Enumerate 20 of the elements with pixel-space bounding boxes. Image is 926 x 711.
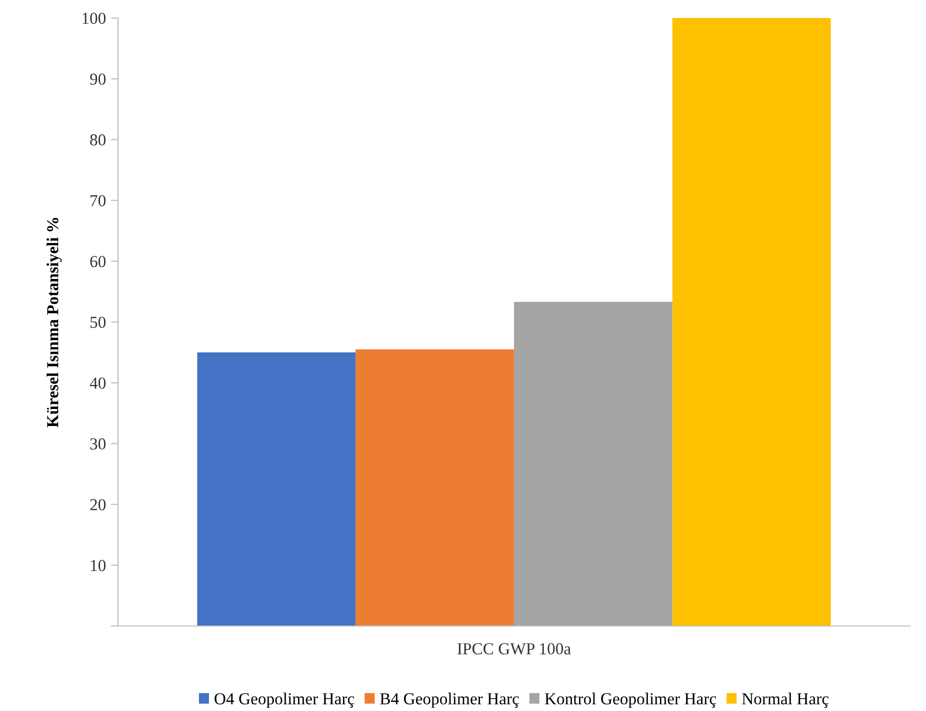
bar <box>672 18 831 626</box>
y-tick-label: 20 <box>90 499 106 510</box>
y-tick-label: 10 <box>90 560 106 572</box>
legend-label: O4 Geopolimer Harç <box>214 692 354 708</box>
bar <box>514 302 672 626</box>
legend-label: B4 Geopolimer Harç <box>380 692 519 708</box>
y-tick-label: 60 <box>90 256 106 268</box>
bar <box>197 352 356 626</box>
y-axis-title: Küresel Isınma Potansiyeli % <box>46 218 62 428</box>
legend-label: Kontrol Geopolimer Harç <box>544 692 716 708</box>
y-tick-label: 30 <box>90 438 106 450</box>
bar <box>356 349 514 626</box>
y-tick-label: 70 <box>90 195 106 206</box>
y-tick-label: 50 <box>90 316 106 328</box>
y-tick-label: 80 <box>90 134 106 146</box>
y-tick-label: 100 <box>82 12 106 24</box>
x-tick-label: IPCC GWP 100a <box>458 643 571 654</box>
y-tick-label: 40 <box>90 378 106 389</box>
y-tick-label: 90 <box>90 74 106 85</box>
legend-label: Normal Harç <box>742 692 829 708</box>
